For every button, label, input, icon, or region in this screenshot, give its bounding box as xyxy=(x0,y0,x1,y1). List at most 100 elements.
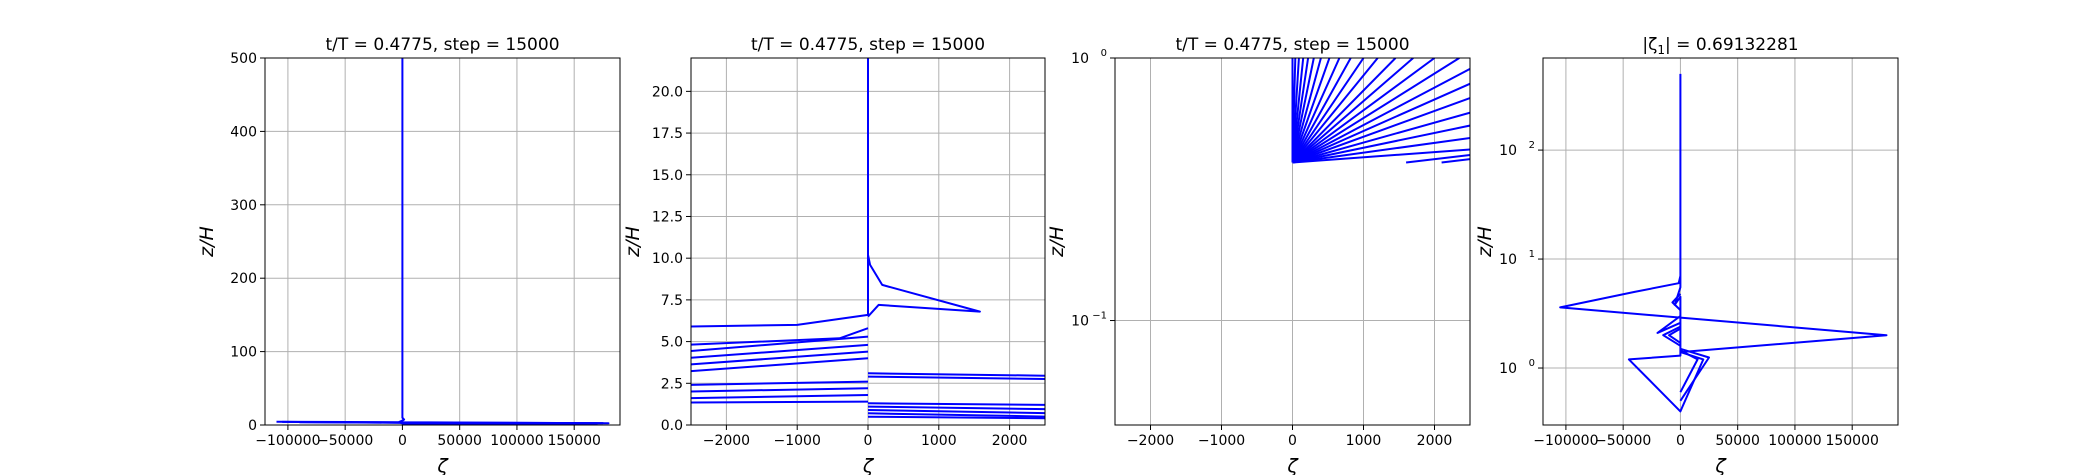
series-line xyxy=(276,58,610,425)
series-line xyxy=(1679,347,1710,402)
chart-title: t/T = 0.4775, step = 15000 xyxy=(751,35,985,55)
series-line xyxy=(1291,58,1365,164)
series-line xyxy=(1679,349,1699,393)
series-line xyxy=(1291,58,1322,163)
chart-panel-1: −100000−50000 0 50000 100000 150000 0 100 200 30… xyxy=(196,35,621,475)
y-tick-label: 7.5 xyxy=(661,293,683,309)
series-line xyxy=(1292,136,1470,164)
y-tick-label: 5.0 xyxy=(661,335,683,351)
y-tick-label: 0.0 xyxy=(661,418,683,434)
y-axis-label: z/H xyxy=(196,226,218,258)
series-line xyxy=(1291,58,1460,164)
series-line xyxy=(691,357,869,373)
x-tick-label: −2000 xyxy=(703,433,750,449)
y-tick-label: 20.0 xyxy=(652,84,683,100)
series-line xyxy=(1291,58,1341,163)
y-tick-label: 2.5 xyxy=(661,376,683,392)
x-tick-label: 150000 xyxy=(547,433,600,449)
y-tick-label: 15.0 xyxy=(652,168,683,184)
chart-title: t/T = 0.4775, step = 15000 xyxy=(1175,35,1409,55)
y-tick-label: 17.5 xyxy=(652,126,683,142)
series-line xyxy=(1291,58,1315,163)
series-line xyxy=(1405,154,1470,164)
x-tick-label: 1000 xyxy=(1346,433,1382,449)
series-line xyxy=(867,375,1045,381)
y-tick-label: 500 xyxy=(230,51,257,67)
x-tick-label: 0 xyxy=(864,433,873,449)
series-line xyxy=(1292,148,1470,164)
axes-frame xyxy=(264,57,621,426)
series-line xyxy=(867,405,1045,411)
series-line xyxy=(691,400,869,404)
x-tick-label: −1000 xyxy=(774,433,821,449)
x-tick-label: 0 xyxy=(398,433,407,449)
y-tick-label: 100 xyxy=(230,345,257,361)
y-tick-label: 10.0 xyxy=(652,251,683,267)
y-tick-label: 10 xyxy=(1499,252,1517,268)
x-tick-label: 100000 xyxy=(490,433,543,449)
series-line xyxy=(867,412,1045,418)
series-line xyxy=(867,254,981,318)
y-tick-exponent: 2 xyxy=(1529,140,1535,151)
y-axis-label: z/H xyxy=(1046,226,1068,258)
x-tick-label: −100000 xyxy=(255,433,320,449)
x-tick-label: 100000 xyxy=(1768,433,1821,449)
series-line xyxy=(691,58,869,328)
series-line xyxy=(691,327,869,346)
series-line xyxy=(1291,58,1397,164)
x-tick-label: −100000 xyxy=(1533,433,1598,449)
series-line xyxy=(1292,82,1470,164)
series-line xyxy=(1292,67,1470,164)
series-line xyxy=(1291,58,1379,164)
y-axis-label: z/H xyxy=(1474,226,1496,258)
y-tick-label: 200 xyxy=(230,271,257,287)
y-tick-exponent: 0 xyxy=(1101,48,1107,59)
x-tick-label: 2000 xyxy=(1417,433,1453,449)
x-tick-label: −2000 xyxy=(1127,433,1174,449)
series-group xyxy=(691,58,1045,420)
series-line xyxy=(691,350,869,366)
chart-panel-2: −2000 −1000 0 1000 2000 0.0 2.5 5.0 7.5 10.0 12.5 1… xyxy=(622,35,1046,475)
y-tick-label: 10 xyxy=(1071,314,1089,330)
series-line xyxy=(1559,73,1888,413)
series-line xyxy=(691,387,869,393)
y-tick-label: 10 xyxy=(1071,51,1089,67)
series-line xyxy=(1668,327,1681,344)
series-line xyxy=(1292,97,1470,164)
series-line xyxy=(867,409,1045,415)
y-tick-label: 10 xyxy=(1499,361,1517,377)
series-line xyxy=(691,335,869,353)
chart-title: |ζ1| = 0.69132281 xyxy=(1642,35,1798,57)
series-line xyxy=(1441,158,1470,164)
y-tick-label: 10 xyxy=(1499,143,1517,159)
x-axis-label: ζ xyxy=(1714,455,1727,475)
x-tick-label: 1000 xyxy=(921,433,957,449)
chart-panel-4: −100000−50000 0 50000 100000 150000 10 0 10 1 10 2… xyxy=(1474,35,1899,475)
x-tick-label: −50000 xyxy=(1595,433,1651,449)
series-line xyxy=(1662,325,1681,347)
x-tick-label: 50000 xyxy=(1715,433,1760,449)
series-line xyxy=(1291,58,1436,164)
x-tick-label: −1000 xyxy=(1198,433,1245,449)
x-axis-label: ζ xyxy=(436,455,449,475)
axes-frame xyxy=(1542,57,1899,426)
chart-title: t/T = 0.4775, step = 15000 xyxy=(325,35,559,55)
y-tick-exponent: 1 xyxy=(1529,249,1535,260)
x-tick-label: 0 xyxy=(1288,433,1297,449)
x-tick-label: 150000 xyxy=(1825,433,1878,449)
x-tick-label: 0 xyxy=(1676,433,1685,449)
y-axis-label: z/H xyxy=(622,226,644,258)
series-group xyxy=(1291,58,1470,164)
series-line xyxy=(867,415,1045,420)
y-tick-label: 300 xyxy=(230,198,257,214)
y-tick-label: 400 xyxy=(230,124,257,140)
series-line xyxy=(691,343,869,359)
series-line xyxy=(1292,124,1470,164)
series-line xyxy=(867,372,1045,377)
series-line xyxy=(1291,58,1352,163)
y-tick-label: 12.5 xyxy=(652,209,683,225)
x-tick-label: 50000 xyxy=(437,433,482,449)
y-tick-exponent: −1 xyxy=(1092,311,1107,322)
